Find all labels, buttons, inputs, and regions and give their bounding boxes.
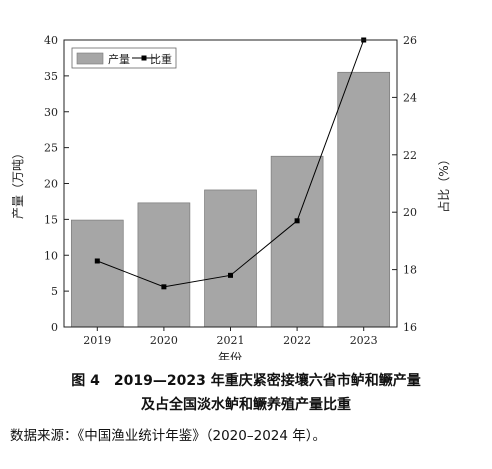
chart: 0 5 10 15 20 25 30 35 40 16 18 20 22 24 26 2019 2020 20…	[11, 34, 451, 360]
right-tick-label: 26	[403, 34, 417, 47]
x-tick-label: 2020	[150, 334, 178, 347]
share-point-2019	[94, 258, 100, 264]
legend-line-label: 比重	[150, 52, 172, 66]
left-tick-label: 10	[44, 249, 58, 262]
bar-2023	[337, 71, 391, 328]
legend: 产量 比重	[71, 47, 177, 69]
figure-caption-line1: 图 4 2019—2023 年重庆紧密接壤六省市鲈和鳜产量	[71, 373, 421, 389]
left-tick-label: 5	[51, 285, 58, 298]
right-axis: 16 18 20 22 24 26	[392, 34, 417, 334]
y-axis-left-title: 产量（万吨）	[11, 147, 25, 219]
legend-bar-swatch	[76, 52, 104, 65]
x-tick-label: 2023	[350, 334, 378, 347]
left-tick-label: 0	[51, 321, 58, 334]
right-tick-label: 20	[403, 206, 417, 219]
share-point-2020	[161, 284, 167, 290]
x-axis-title: 年份	[218, 351, 242, 360]
right-tick-label: 22	[403, 149, 417, 162]
x-tick-label: 2019	[83, 334, 111, 347]
figure-caption-line2: 及占全国淡水鲈和鳜养殖产量比重	[141, 397, 351, 413]
right-tick-label: 16	[403, 321, 417, 334]
left-tick-label: 30	[44, 106, 58, 119]
share-point-2021	[228, 272, 233, 278]
bar-2019	[70, 219, 124, 328]
left-tick-label: 35	[44, 70, 58, 83]
x-axis: 2019 2020 2021 2022 2023	[83, 327, 378, 347]
bar-2022	[270, 155, 324, 328]
right-tick-label: 18	[403, 264, 417, 277]
data-source-note: 数据来源：《中国渔业统计年鉴》（2020–2024 年）。	[10, 428, 327, 444]
right-tick-label: 24	[403, 91, 417, 104]
bars-layer	[70, 71, 391, 328]
left-tick-label: 40	[44, 34, 58, 47]
x-tick-label: 2021	[217, 334, 245, 347]
left-tick-label: 20	[44, 178, 58, 191]
legend-line-marker	[141, 55, 147, 61]
share-point-2022	[294, 218, 300, 224]
bar-2020	[137, 202, 191, 328]
bar-2021	[204, 189, 257, 328]
legend-bar-label: 产量	[108, 52, 130, 66]
left-tick-label: 25	[44, 142, 58, 155]
left-axis: 0 5 10 15 20 25 30 35 40	[44, 34, 69, 334]
left-tick-label: 15	[44, 213, 58, 226]
y-axis-right-title: 占比（%）	[436, 153, 451, 212]
x-tick-label: 2022	[283, 334, 311, 347]
